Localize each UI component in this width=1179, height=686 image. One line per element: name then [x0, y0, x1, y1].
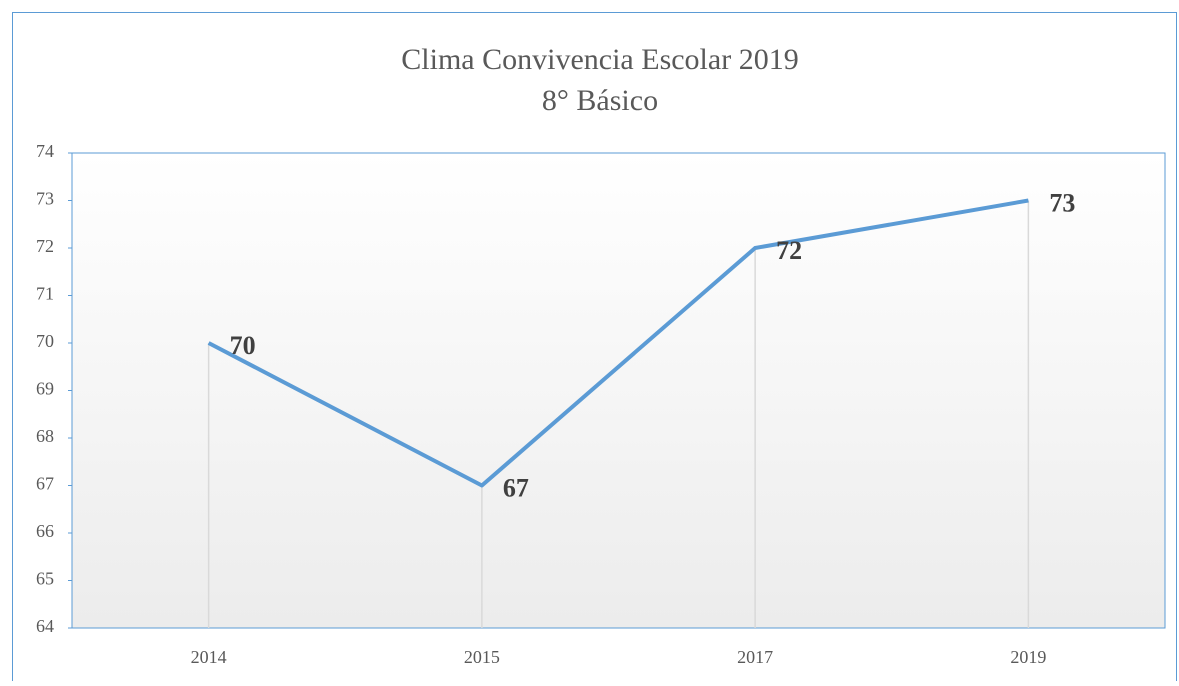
x-tick-label: 2019	[1010, 647, 1046, 667]
data-label: 67	[503, 473, 529, 502]
data-label: 73	[1049, 188, 1075, 217]
x-tick-label: 2017	[737, 647, 773, 667]
data-label: 70	[230, 331, 256, 360]
y-tick-label: 64	[36, 616, 54, 636]
chart-title: Clima Convivencia Escolar 2019	[401, 43, 798, 76]
data-label: 72	[776, 236, 802, 265]
plot-area	[71, 152, 1166, 629]
y-tick-label: 72	[36, 236, 54, 256]
line	[207, 198, 1029, 488]
x-tick-label: 2014	[191, 647, 227, 667]
y-tick-label: 66	[36, 521, 54, 541]
chart-border	[12, 12, 1177, 686]
y-tick-label: 74	[36, 141, 54, 161]
y-tick-label: 65	[36, 569, 54, 589]
x-tick-label: 2015	[464, 647, 500, 667]
y-tick-label: 68	[36, 426, 54, 446]
y-tick-label: 70	[36, 331, 54, 351]
y-tick-label: 71	[36, 284, 54, 304]
y-tick-label: 73	[36, 189, 54, 209]
y-tick-label: 69	[36, 379, 54, 399]
chart-subtitle: 8° Básico	[542, 84, 658, 117]
y-tick-label: 67	[36, 474, 54, 494]
